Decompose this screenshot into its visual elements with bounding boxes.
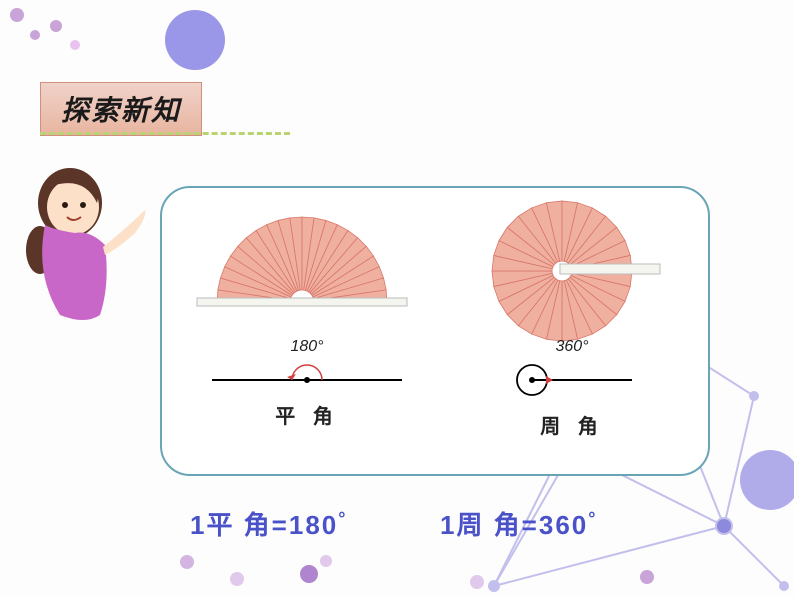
deco-dot — [320, 555, 332, 567]
content-frame: 180° 平 角 360° 周 角 — [160, 186, 710, 476]
straight-angle-block: 180° 平 角 — [202, 338, 412, 429]
deco-dot — [10, 8, 24, 22]
deco-dot — [230, 572, 244, 586]
full-angle-statement: 1周 角=360° — [440, 505, 597, 542]
deco-dot — [180, 555, 194, 569]
straight-angle-statement: 1平 角=180° — [190, 505, 347, 542]
full-angle-name: 周 角 — [482, 410, 662, 439]
straight-angle-name: 平 角 — [202, 400, 412, 429]
deco-dot — [30, 30, 40, 40]
section-title: 探索新知 — [40, 82, 202, 136]
straight-angle-icon — [207, 360, 407, 390]
full-angle-degrees: 360° — [555, 338, 588, 355]
teacher-illustration — [15, 155, 155, 335]
straight-angle-degrees: 180° — [290, 338, 323, 355]
deco-dot — [70, 40, 80, 50]
deco-dot — [300, 565, 318, 583]
half-fan-icon — [187, 200, 417, 315]
full-angle-icon — [492, 360, 652, 400]
full-fan-icon — [472, 196, 672, 356]
title-underline — [40, 132, 290, 135]
deco-circle — [165, 10, 225, 70]
deco-dot — [50, 20, 62, 32]
full-angle-block: 360° 周 角 — [482, 338, 662, 439]
